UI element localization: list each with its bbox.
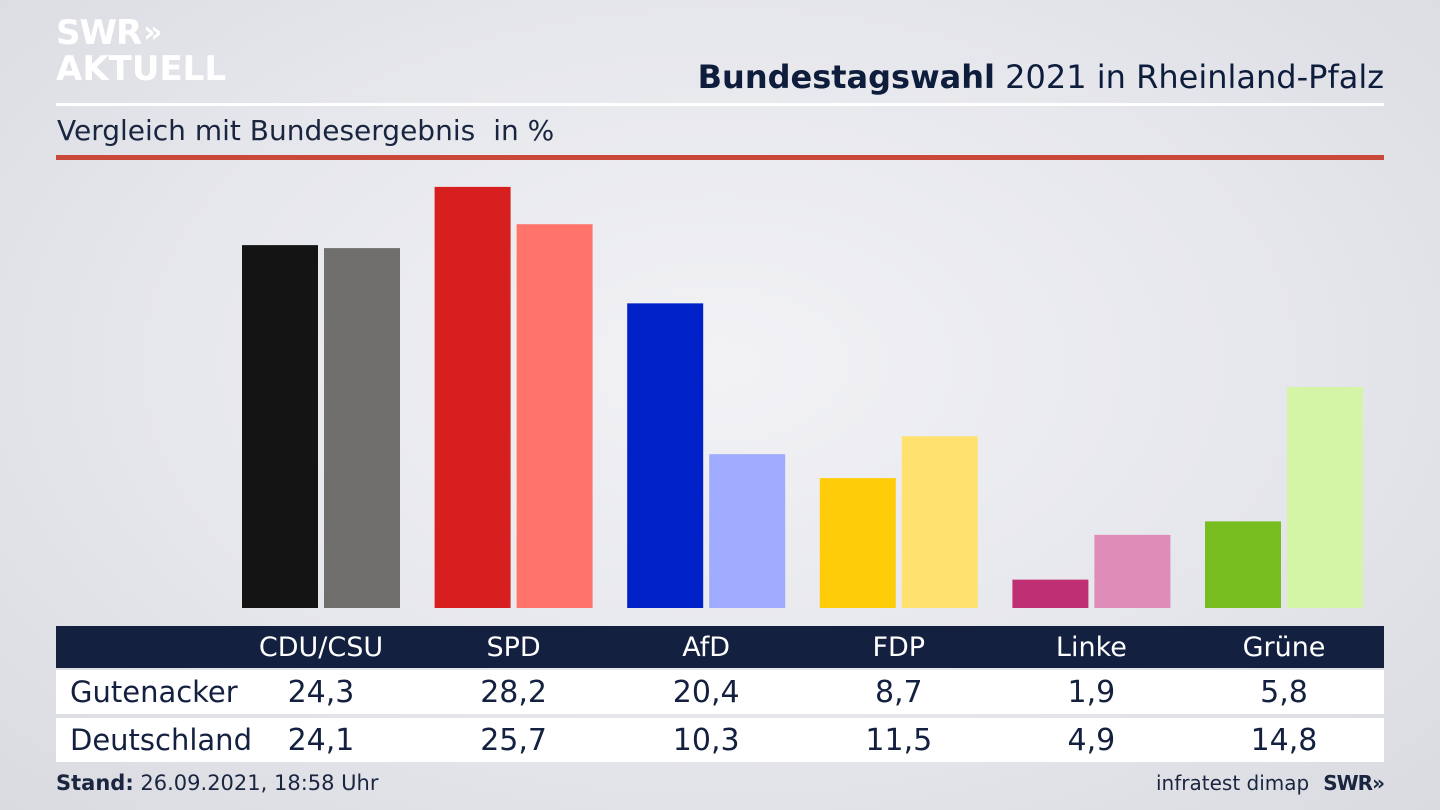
bar-spd-deutschland — [516, 224, 593, 609]
title-rest: 2021 in Rheinland-Pfalz — [995, 58, 1384, 96]
category-label: AfD — [682, 631, 731, 663]
bar-linke-gutenacker — [1012, 579, 1089, 608]
stand-label: Stand: — [56, 771, 134, 795]
value-label: 8,7 — [874, 674, 923, 710]
value-label: 1,9 — [1067, 674, 1116, 710]
unit-label: in % — [493, 114, 555, 147]
value-label: 11,5 — [865, 722, 933, 758]
chart-subtitle: Vergleich mit Bundesergebnis in % — [57, 114, 554, 147]
swr-footer-logo: SWR» — [1323, 771, 1385, 795]
value-label: 20,4 — [672, 674, 740, 710]
row-label: Deutschland — [70, 723, 252, 757]
table-header: CDU/CSU SPD AfD FDP Linke Grüne — [56, 626, 1384, 668]
bar-fdp-gutenacker — [819, 478, 896, 608]
source-text: infratest dimap — [1156, 771, 1310, 795]
category-label: Linke — [1055, 631, 1127, 663]
value-label: 28,2 — [480, 674, 547, 710]
bar-afd-gutenacker — [627, 303, 704, 608]
swr-aktuell-logo: SWR» AKTUELL — [56, 16, 226, 86]
value-label: 25,7 — [480, 722, 547, 758]
category-label: FDP — [872, 631, 926, 663]
title-divider — [56, 103, 1384, 106]
logo-swr-text: SWR — [56, 13, 142, 53]
bar-linke-deutschland — [1094, 534, 1171, 608]
bar-afd-deutschland — [709, 454, 786, 608]
source-credit: infratest dimap SWR» — [1156, 771, 1385, 795]
row-label: Gutenacker — [70, 675, 238, 709]
bar-chart — [242, 186, 1363, 609]
page-title: Bundestagswahl 2021 in Rheinland-Pfalz — [698, 58, 1384, 96]
value-label: 24,1 — [287, 722, 355, 758]
value-label: 10,3 — [672, 722, 740, 758]
table-row-gutenacker: Gutenacker 24,3 28,2 20,4 8,7 1,9 5,8 — [56, 670, 1384, 714]
category-label: Grüne — [1242, 631, 1326, 663]
timestamp: Stand: 26.09.2021, 18:58 Uhr — [56, 771, 379, 795]
category-label: CDU/CSU — [258, 631, 384, 663]
subtitle-text: Vergleich mit Bundesergebnis — [57, 114, 476, 147]
title-bold: Bundestagswahl — [697, 58, 995, 96]
value-label: 24,3 — [287, 674, 355, 710]
logo-aktuell-text: AKTUELL — [56, 49, 227, 89]
bar-gr-ne-gutenacker — [1205, 521, 1281, 608]
results-table: CDU/CSU SPD AfD FDP Linke Grüne Gutenacker 24… — [56, 626, 1384, 762]
bar-fdp-deutschland — [901, 436, 978, 608]
stand-value: 26.09.2021, 18:58 Uhr — [133, 771, 379, 795]
bar-cdu-csu-gutenacker — [242, 245, 318, 608]
table-row-deutschland: Deutschland 24,1 25,7 10,3 11,5 4,9 14,8 — [56, 718, 1384, 762]
value-label: 4,9 — [1067, 722, 1116, 758]
bar-spd-gutenacker — [434, 186, 511, 608]
value-label: 14,8 — [1250, 722, 1318, 758]
value-label: 5,8 — [1260, 674, 1308, 710]
subtitle-divider — [56, 155, 1384, 160]
category-label: SPD — [486, 631, 541, 663]
bar-gr-ne-deutschland — [1287, 386, 1363, 608]
bar-cdu-csu-deutschland — [324, 248, 400, 608]
